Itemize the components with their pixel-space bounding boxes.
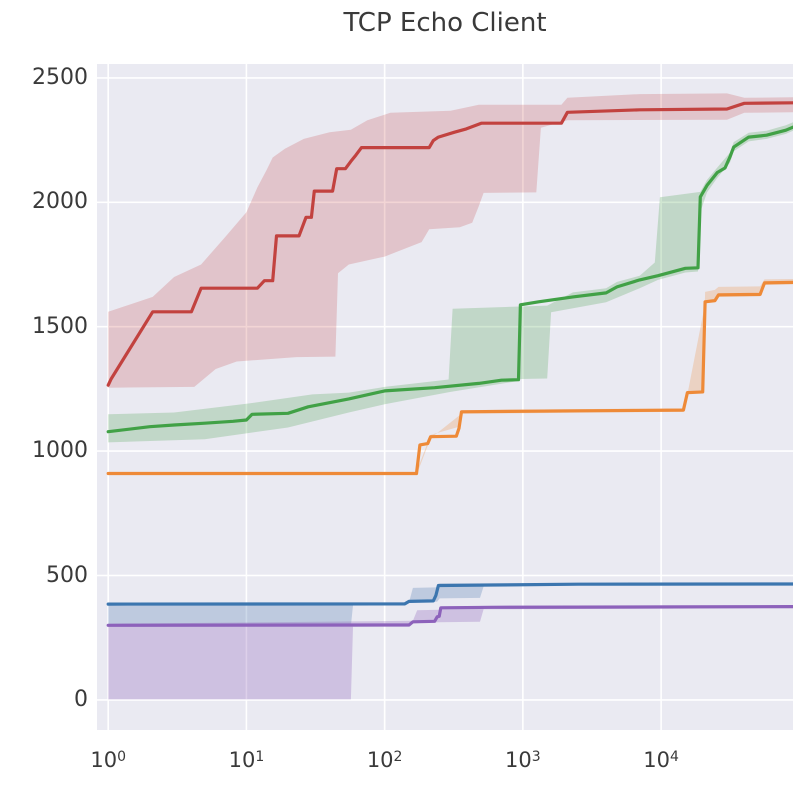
y-tick-label: 2500 [32,64,88,90]
chart-canvas [97,64,793,730]
series-green-line [106,125,793,434]
series-orange-line [106,280,793,476]
series-purple-line [106,605,793,627]
y-tick-label: 1500 [32,313,88,339]
chart-title: TCP Echo Client [343,8,547,38]
x-tick-label: 100 [90,748,126,772]
series-red-band [108,93,793,388]
y-tick-label: 500 [46,562,88,588]
series-blue-line [106,582,793,606]
x-tick-label: 103 [505,748,541,772]
x-tick-label: 101 [228,748,265,772]
series-red-line [106,101,793,387]
y-tick-label: 2000 [32,189,88,215]
series-blue-band [108,583,793,626]
x-tick-label: 102 [366,748,403,772]
series-purple-band [108,605,793,700]
plot-area [97,64,793,730]
y-tick-label: 1000 [32,438,88,464]
y-tick-label: 0 [74,686,88,712]
x-tick-label: 104 [643,748,679,772]
series-green-band [108,122,793,443]
